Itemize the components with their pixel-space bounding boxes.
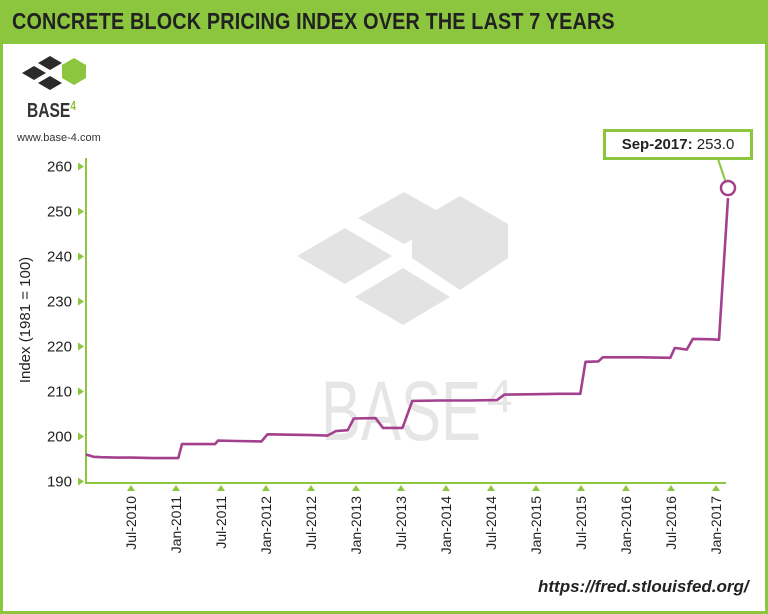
y-tick-mark bbox=[78, 162, 84, 171]
series-line bbox=[85, 197, 730, 460]
x-tick-label: Jul-2013 bbox=[393, 496, 409, 550]
logo-hexagon bbox=[62, 58, 86, 85]
x-ticks: Jul-2010 Jan-2011 Jul-2011 Jan-2012 Jul-2012… bbox=[123, 485, 724, 554]
base4-logo bbox=[22, 56, 86, 90]
y-tick-mark bbox=[78, 432, 84, 441]
x-tick: Jul-2013 bbox=[393, 485, 409, 550]
x-tick-label: Jan-2015 bbox=[528, 496, 544, 555]
y-tick-mark bbox=[78, 387, 84, 396]
y-tick: 230 bbox=[47, 294, 84, 311]
x-tick: Jul-2010 bbox=[123, 485, 139, 550]
x-tick-mark bbox=[307, 485, 315, 491]
y-tick-label: 230 bbox=[47, 294, 72, 311]
x-tick: Jan-2014 bbox=[438, 485, 454, 554]
y-tick-mark bbox=[78, 252, 84, 261]
x-tick-label: Jan-2011 bbox=[168, 496, 184, 554]
highlight-marker[interactable] bbox=[719, 179, 737, 197]
logo-word: BASE bbox=[27, 100, 71, 122]
x-tick-label: Jul-2011 bbox=[213, 496, 229, 549]
y-tick-mark bbox=[78, 477, 84, 486]
logo-diamond-left bbox=[22, 66, 46, 80]
y-tick: 250 bbox=[47, 204, 84, 221]
source-link[interactable]: https://fred.stlouisfed.org/ bbox=[538, 577, 749, 596]
x-tick-label: Jul-2012 bbox=[303, 496, 319, 550]
y-tick: 210 bbox=[47, 384, 84, 401]
x-tick-label: Jan-2013 bbox=[348, 496, 364, 555]
x-tick-mark bbox=[577, 485, 585, 491]
y-tick-label: 210 bbox=[47, 384, 72, 401]
x-tick-mark bbox=[352, 485, 360, 491]
series-group bbox=[85, 158, 737, 460]
watermark-diamond-left bbox=[297, 228, 392, 284]
x-tick-label: Jul-2014 bbox=[483, 496, 499, 550]
y-tick-label: 260 bbox=[47, 159, 72, 176]
x-tick-mark bbox=[262, 485, 270, 491]
x-tick: Jul-2016 bbox=[663, 485, 679, 550]
callout-value: 253.0 bbox=[696, 136, 735, 153]
y-tick-label: 240 bbox=[47, 249, 72, 266]
x-tick: Jan-2017 bbox=[708, 485, 724, 554]
x-tick: Jul-2012 bbox=[303, 485, 319, 550]
x-tick-label: Jan-2014 bbox=[438, 496, 454, 555]
x-tick-mark bbox=[217, 485, 225, 491]
x-tick: Jul-2011 bbox=[213, 485, 229, 549]
logo-diamond-bottom bbox=[38, 76, 62, 90]
x-tick: Jan-2015 bbox=[528, 485, 544, 554]
x-tick-label: Jan-2012 bbox=[258, 496, 274, 555]
y-tick-label: 190 bbox=[47, 474, 72, 491]
y-tick-label: 250 bbox=[47, 204, 72, 221]
callout-label: Sep-2017: bbox=[621, 136, 693, 153]
y-tick-mark bbox=[78, 207, 84, 216]
y-tick-mark bbox=[78, 342, 84, 351]
watermark-superscript: 4 bbox=[487, 370, 513, 422]
x-tick-mark bbox=[397, 485, 405, 491]
y-tick: 220 bbox=[47, 339, 84, 356]
x-tick-label: Jul-2010 bbox=[123, 496, 139, 550]
y-axis-label: Index (1981 = 100) bbox=[17, 257, 34, 383]
x-tick: Jan-2011 bbox=[168, 485, 184, 553]
logo-url: www.base-4.com bbox=[17, 132, 101, 144]
y-tick: 260 bbox=[47, 159, 84, 176]
watermark-hexagon bbox=[412, 196, 508, 290]
y-tick: 240 bbox=[47, 249, 84, 266]
y-tick-label: 200 bbox=[47, 429, 72, 446]
watermark-logo bbox=[297, 192, 508, 325]
x-tick-mark bbox=[667, 485, 675, 491]
x-tick-label: Jan-2016 bbox=[618, 496, 634, 555]
x-tick-label: Jan-2017 bbox=[708, 496, 724, 555]
x-tick: Jan-2013 bbox=[348, 485, 364, 554]
x-tick: Jan-2012 bbox=[258, 485, 274, 554]
callout-connector bbox=[717, 158, 727, 184]
x-tick-mark bbox=[172, 485, 180, 491]
x-tick-mark bbox=[442, 485, 450, 491]
x-tick: Jan-2016 bbox=[618, 485, 634, 554]
logo-wordmark: BASE4 bbox=[27, 98, 76, 123]
x-tick-mark bbox=[532, 485, 540, 491]
chart-title: CONCRETE BLOCK PRICING INDEX OVER THE LA… bbox=[12, 8, 615, 34]
highlight-callout: Sep-2017: 253.0 bbox=[603, 129, 753, 160]
logo-superscript: 4 bbox=[70, 98, 76, 113]
x-tick-mark bbox=[712, 485, 720, 491]
y-tick-label: 220 bbox=[47, 339, 72, 356]
x-tick-label: Jul-2015 bbox=[573, 496, 589, 550]
x-tick-mark bbox=[622, 485, 630, 491]
x-tick-mark bbox=[487, 485, 495, 491]
watermark-diamond-bottom bbox=[355, 268, 450, 325]
y-tick: 200 bbox=[47, 429, 84, 446]
logo-diamond-top bbox=[38, 56, 62, 70]
y-ticks: 190 200 210 220 230 240 250 260 bbox=[47, 159, 84, 491]
x-tick: Jul-2014 bbox=[483, 485, 499, 550]
y-tick-mark bbox=[78, 297, 84, 306]
x-tick-mark bbox=[127, 485, 135, 491]
title-bar: CONCRETE BLOCK PRICING INDEX OVER THE LA… bbox=[0, 0, 768, 44]
y-tick: 190 bbox=[47, 474, 84, 491]
x-tick: Jul-2015 bbox=[573, 485, 589, 550]
x-tick-label: Jul-2016 bbox=[663, 496, 679, 550]
watermark-text: BASE bbox=[321, 364, 481, 458]
